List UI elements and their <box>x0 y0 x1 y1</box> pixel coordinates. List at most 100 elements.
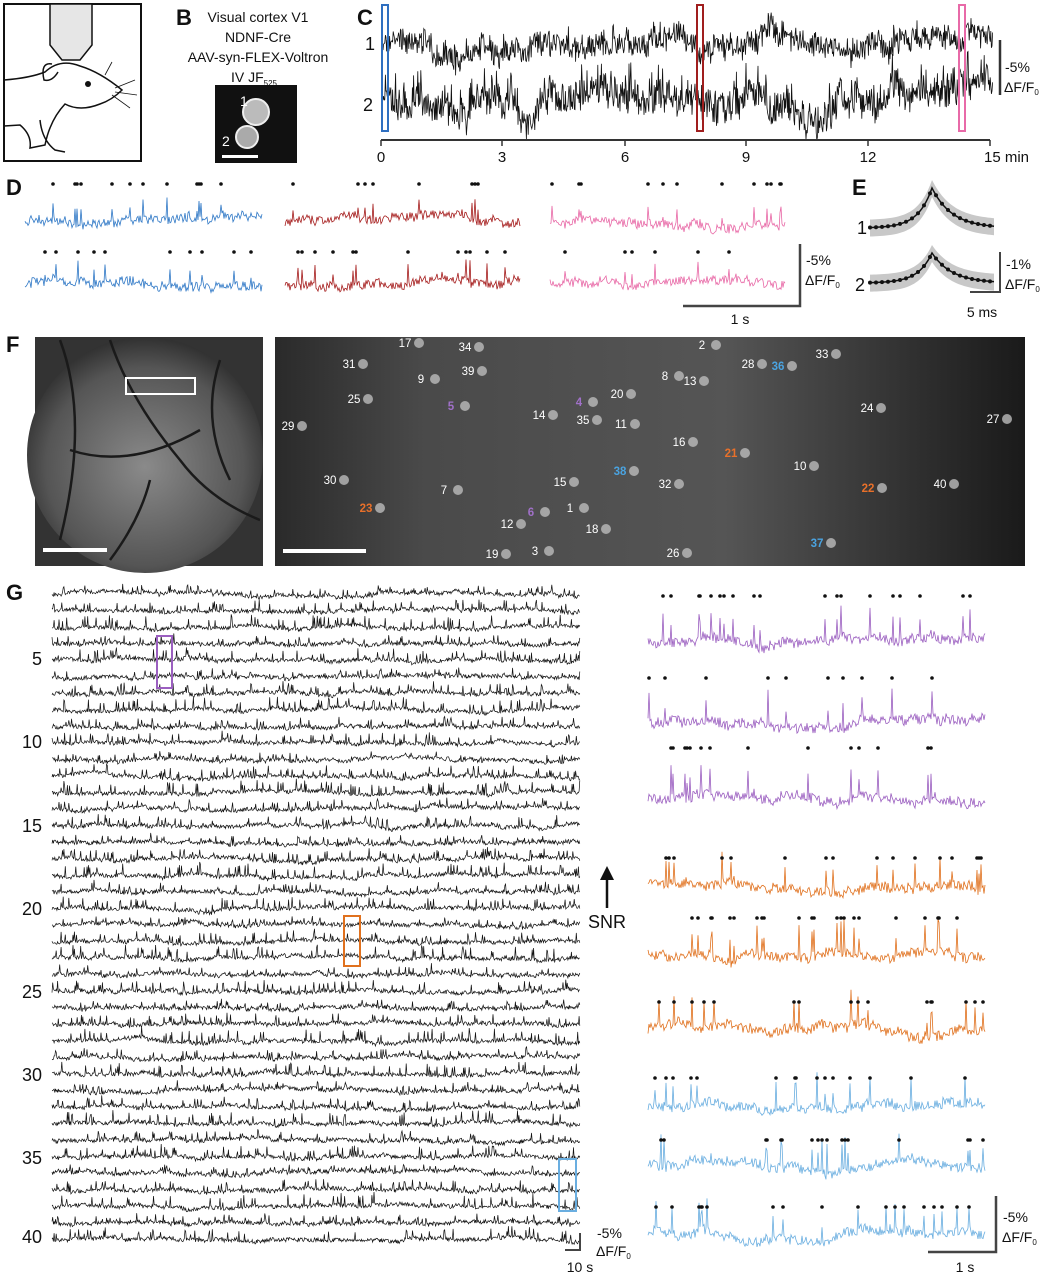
trace-g-example <box>647 688 986 735</box>
spike-dot <box>835 594 839 598</box>
spike-dot <box>891 594 895 598</box>
spike-dot <box>200 250 204 254</box>
spike-dot <box>485 250 489 254</box>
spike-dot <box>752 594 756 598</box>
spike-dot <box>937 916 941 920</box>
spike-dot <box>940 1205 944 1209</box>
trace-g-row <box>51 797 581 814</box>
e-scale-bar <box>970 252 1001 293</box>
waveform-point <box>940 201 944 206</box>
cell-label: 8 <box>662 371 668 383</box>
spike-dot <box>696 250 700 254</box>
spike-dot <box>868 1076 872 1080</box>
spike-dot <box>890 676 894 680</box>
cell-label: 30 <box>324 475 337 487</box>
waveform-point <box>880 280 884 285</box>
spike-dot <box>685 746 689 750</box>
spike-dot <box>79 182 83 186</box>
svg-text:ΔF/F0: ΔF/F0 <box>1002 1229 1037 1247</box>
spike-dot <box>720 182 724 186</box>
trace-g-row <box>51 751 581 765</box>
spike-dot <box>657 1000 661 1004</box>
x-tick-label: 15 min <box>984 149 1029 166</box>
spike-dot <box>688 746 692 750</box>
spike-dot <box>712 1000 716 1004</box>
spike-dot <box>755 916 759 920</box>
trace-g-row <box>51 915 581 930</box>
spike-dot <box>470 182 474 186</box>
spike-dot <box>981 1138 985 1142</box>
neuron-soma <box>540 507 550 517</box>
svg-text:10 s: 10 s <box>567 1259 593 1275</box>
trace-d <box>24 260 263 294</box>
spike-dot <box>696 916 700 920</box>
trace-g-row <box>51 762 581 782</box>
spike-dot <box>700 1205 704 1209</box>
panel-label-b: B <box>176 5 192 30</box>
spike-dot <box>661 594 665 598</box>
trace-g-row <box>51 778 581 798</box>
widefield-image <box>27 337 263 573</box>
spike-dot <box>695 1076 699 1080</box>
neuron-soma <box>516 519 526 529</box>
spike-dot <box>690 916 694 920</box>
spike-dot <box>296 250 300 254</box>
trace-g-row <box>51 1163 580 1179</box>
spike-dot <box>168 250 172 254</box>
spike-dot <box>835 916 839 920</box>
cell-label: 23 <box>360 503 373 515</box>
spike-dot <box>722 594 726 598</box>
trace-g-example <box>647 851 986 900</box>
waveform-point <box>874 280 878 285</box>
svg-text:1: 1 <box>365 34 375 54</box>
panel-label-g: G <box>6 580 23 605</box>
x-tick-label: 6 <box>621 149 629 166</box>
spike-dot <box>843 1138 847 1142</box>
cell-label: 25 <box>348 394 361 406</box>
cell-label: 9 <box>418 374 424 386</box>
spike-dot <box>849 1000 853 1004</box>
svg-text:-5%: -5% <box>597 1225 622 1241</box>
panel-b-text: Visual cortex V1 NDNF-Cre AAV-syn-FLEX-V… <box>188 9 329 88</box>
waveform-point <box>874 225 878 230</box>
spike-dot <box>842 916 846 920</box>
spike-dot <box>363 182 367 186</box>
spike-dot <box>765 182 769 186</box>
neuron-soma <box>363 394 373 404</box>
spike-dot <box>860 676 864 680</box>
trace-g-example <box>647 1133 986 1180</box>
trace-g-row <box>51 614 581 633</box>
spike-dot <box>727 250 731 254</box>
spike-dot <box>728 916 732 920</box>
neuron-soma <box>453 485 463 495</box>
example-window <box>558 1158 577 1212</box>
neuron-soma <box>375 503 385 513</box>
cell-label: 38 <box>614 466 627 478</box>
cell-label: 10 <box>794 461 807 473</box>
spike-dot <box>866 1000 870 1004</box>
trace-d <box>549 205 786 235</box>
spike-dot <box>406 250 410 254</box>
cell-label: 5 <box>448 401 455 413</box>
svg-text:ΔF/F0: ΔF/F0 <box>1004 79 1039 97</box>
waveform-point <box>898 277 902 282</box>
trace-g-row <box>51 1061 581 1079</box>
row-label: 10 <box>22 732 42 752</box>
spike-dot <box>823 1076 827 1080</box>
panel-label-c: C <box>357 5 373 30</box>
spike-dot <box>846 1138 850 1142</box>
trace-d <box>24 197 263 230</box>
spike-dot <box>503 250 507 254</box>
waveform-point <box>928 191 932 196</box>
trace-g-row <box>51 896 581 916</box>
spike-dot <box>720 856 724 860</box>
spike-dot <box>141 182 145 186</box>
trace-g-row <box>51 1012 581 1029</box>
spike-dot <box>672 856 676 860</box>
neuron-soma <box>809 461 819 471</box>
spike-dot <box>823 594 827 598</box>
spike-dot <box>249 250 253 254</box>
cell-label: 12 <box>501 519 514 531</box>
spike-dot <box>661 182 665 186</box>
spike-dot <box>797 916 801 920</box>
